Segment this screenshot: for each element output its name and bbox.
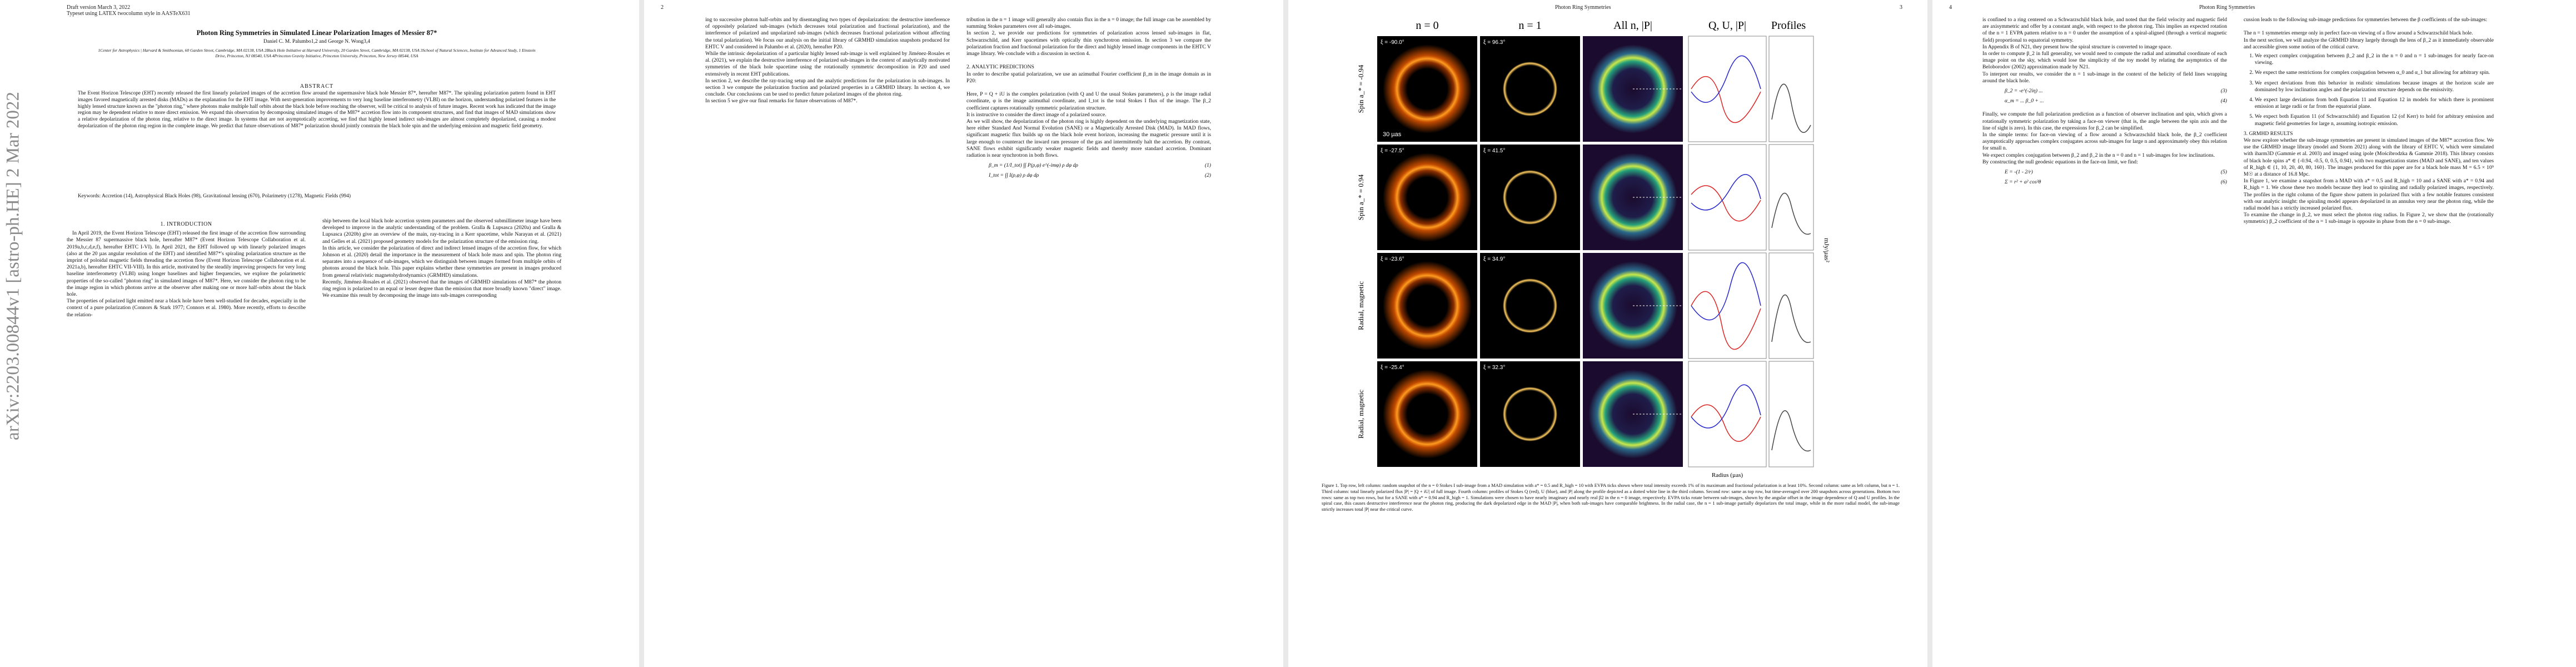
page-gap (1283, 0, 1288, 667)
paragraph: Finally, we compute the full polarizatio… (1982, 111, 2227, 165)
abstract-text: The Event Horizon Telescope (EHT) recent… (78, 91, 556, 129)
figure-caption: Figure 1. Top row, left column: random s… (1322, 482, 1900, 512)
column-left: 1. INTRODUCTION In April 2019, the Event… (67, 218, 306, 318)
paper-title: Photon Ring Symmetries in Simulated Line… (196, 29, 437, 37)
column-right: tribution in the n = 1 image will genera… (966, 17, 1211, 183)
row-label: Spin a_* = 0.94 (1357, 174, 1365, 220)
paragraph: ing to successive photon half-orbits and… (705, 17, 950, 104)
column-right: cussion leads to the following sub-image… (2244, 17, 2494, 226)
running-header: Photon Ring Symmetries (2199, 4, 2255, 11)
list-item: We expect both Equation 11 (of Schwarzsc… (2255, 113, 2494, 127)
svg-text:ξ = -25.4°: ξ = -25.4° (1381, 365, 1404, 371)
paragraph: cussion leads to the following sub-image… (2244, 17, 2494, 50)
x-axis-label: Radius (µas) (1712, 472, 1743, 478)
figure-1: n = 0 n = 1 All n, |P| Q, U, |P| Profile… (1322, 17, 1900, 479)
affiliations: 1Center for Astrophysics | Harvard & Smi… (98, 48, 536, 58)
y-axis-label: mJy/µas² (1823, 238, 1831, 262)
running-header: Photon Ring Symmetries (1555, 4, 1611, 11)
col-head-all: All n, |P| (1613, 19, 1652, 32)
row-3: Radial, magnetic ξ = -23.6° ξ = 34.9° (1357, 252, 1814, 359)
keywords: Keywords: Accretion (14), Astrophysical … (78, 193, 351, 199)
col-head-qu: Q, U, |P| (1708, 19, 1746, 32)
paragraph: is confined to a ring centered on a Schw… (1982, 17, 2227, 84)
paragraph: tribution in the n = 1 image will genera… (966, 17, 1211, 159)
arxiv-stamp: arXiv:2203.00844v1 [astro-ph.HE] 2 Mar 2… (3, 92, 23, 440)
page-number: 4 (1949, 4, 1952, 11)
col-head-n0: n = 0 (1416, 19, 1438, 32)
paragraph: In April 2019, the Event Horizon Telesco… (67, 230, 306, 318)
row-4: Radial, magnetic ξ = -25.4° ξ = 32.3° Ra… (1357, 361, 1814, 479)
page-number: 3 (1900, 4, 1902, 11)
svg-text:ξ = 96.3°: ξ = 96.3° (1483, 39, 1505, 46)
page-1: Draft version March 3, 2022 Typeset usin… (0, 0, 639, 667)
list-item: We expect deviations from this behavior … (2255, 80, 2494, 93)
prediction-list: We expect complex conjugation between β_… (2244, 53, 2494, 127)
page-number: 2 (661, 4, 664, 11)
paragraph: ship between the local black hole accret… (322, 218, 561, 299)
list-item: We expect large deviations from both Equ… (2255, 97, 2494, 110)
column-left: ing to successive photon half-orbits and… (705, 17, 950, 105)
abstract-heading: ABSTRACT (300, 83, 334, 89)
col-head-profiles: Profiles (1771, 19, 1806, 32)
paragraph: 3. GRMHD RESULTS We now explore whether … (2244, 130, 2494, 225)
equation-3: β_2 = -e^(-2iη) ... (3) (2005, 88, 2227, 94)
row-2: Spin a_* = 0.94 ξ = -27.5° ξ = 41.5° (1357, 144, 1814, 251)
figure-1-panels: n = 0 n = 1 All n, |P| Q, U, |P| Profile… (1357, 19, 1831, 479)
equation-5: E = -(1 - 2/r) (5) (2005, 169, 2227, 176)
row-label: Radial, magnetic (1357, 281, 1365, 330)
row-1: Spin a_* = -0.94 ξ = -90.0° ξ = 96.3° 30… (1357, 36, 1814, 142)
col-head-n1: n = 1 (1518, 19, 1541, 32)
svg-text:ξ = -23.6°: ξ = -23.6° (1381, 256, 1404, 262)
svg-text:ξ = 41.5°: ξ = 41.5° (1483, 148, 1505, 154)
svg-text:ξ = 32.3°: ξ = 32.3° (1483, 365, 1505, 371)
svg-text:ξ = -27.5°: ξ = -27.5° (1381, 148, 1404, 154)
page-gap (1927, 0, 1932, 667)
page-gap (639, 0, 644, 667)
scale-bar-label: 30 µas (1383, 131, 1402, 138)
row-label: Radial, magnetic (1357, 390, 1365, 439)
equation-6: Σ = r² + a² cos²θ (6) (2005, 179, 2227, 186)
column-right: ship between the local black hole accret… (322, 218, 561, 299)
draft-header: Draft version March 3, 2022 Typeset usin… (67, 4, 191, 17)
author-list: Daniel C. M. Palumbo1,2 and George N. Wo… (263, 39, 371, 44)
list-item: We expect complex conjugation between β_… (2255, 53, 2494, 66)
svg-text:ξ = 34.9°: ξ = 34.9° (1483, 256, 1505, 262)
equation-4: α_m = ... β_0 + ... (4) (2005, 98, 2227, 104)
page-3: Photon Ring Symmetries 3 (1288, 0, 1927, 667)
column-left: is confined to a ring centered on a Schw… (1982, 17, 2227, 189)
row-label: Spin a_* = -0.94 (1357, 64, 1365, 113)
svg-text:ξ = -90.0°: ξ = -90.0° (1381, 39, 1404, 46)
page-4: 4 Photon Ring Symmetries is confined to … (1932, 0, 2572, 667)
list-item: We expect the same restrictions for comp… (2255, 69, 2494, 76)
equation-2: I_tot = ∫∫ I(ρ,φ) ρ dφ dρ (2) (989, 172, 1211, 179)
page-2: 2 ing to successive photon half-orbits a… (644, 0, 1283, 667)
section-heading: 1. INTRODUCTION (160, 221, 212, 227)
equation-1: β_m = (1/I_tot) ∫∫ P(ρ,φ) e^(-imφ) ρ dφ … (989, 162, 1211, 169)
